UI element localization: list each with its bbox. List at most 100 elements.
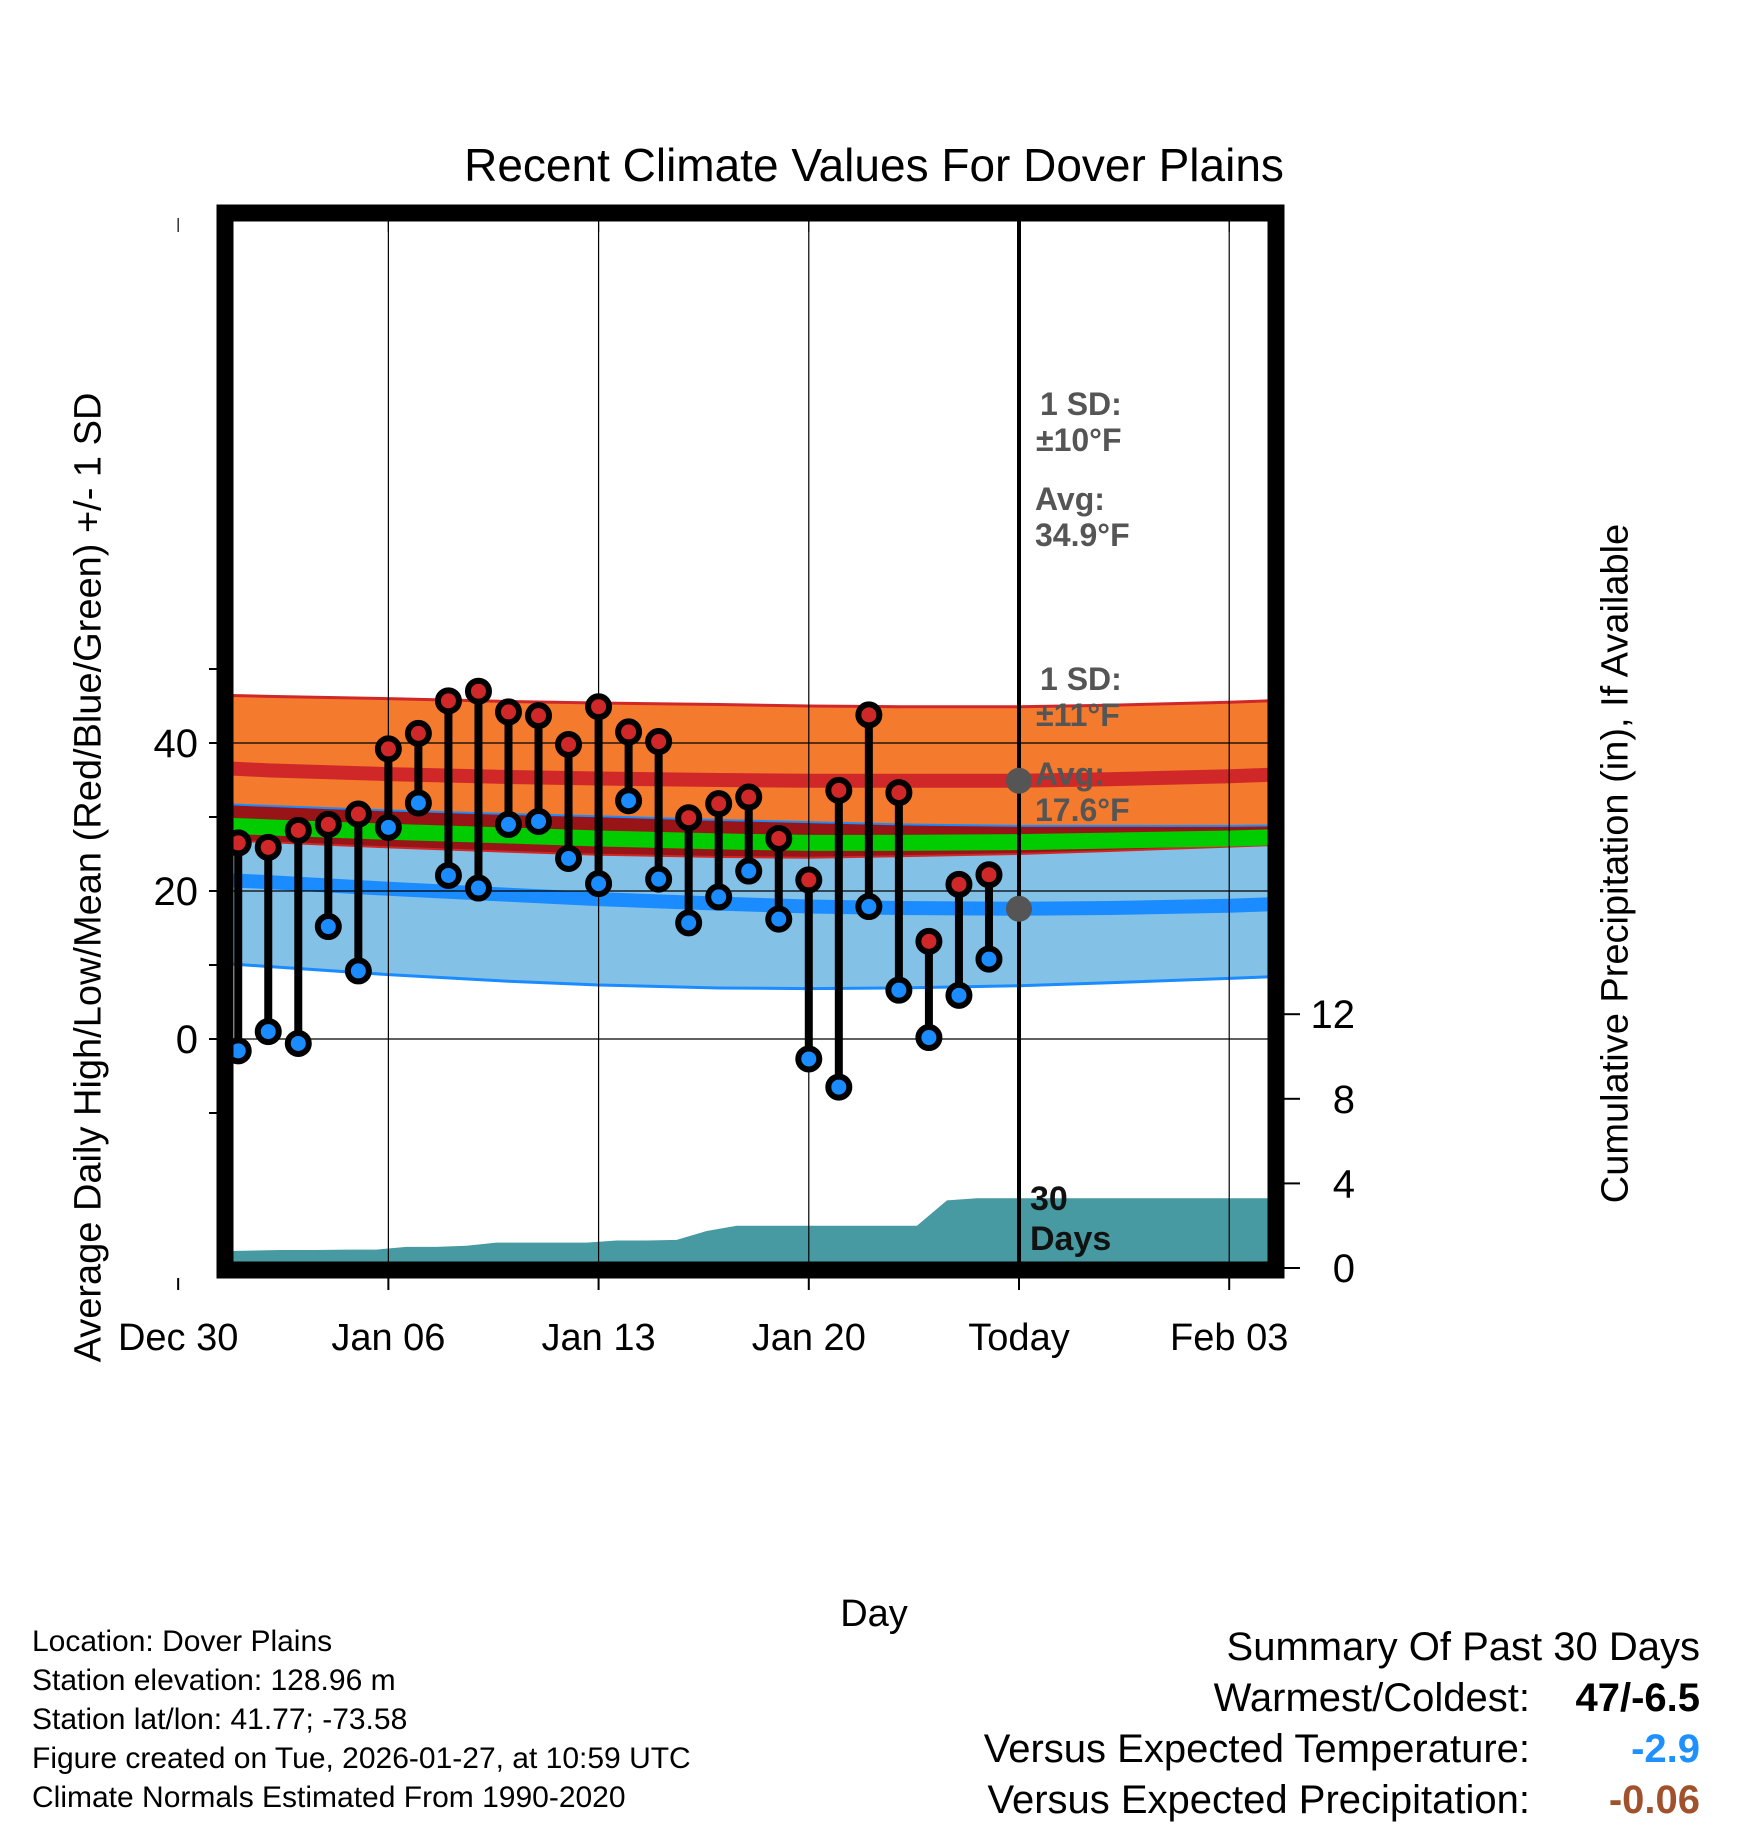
warmest-coldest-value: 47/-6.5: [1575, 1676, 1700, 1720]
high-avg-marker: [1006, 767, 1032, 794]
y-axis-label-left: Average Daily High/Low/Mean (Red/Blue/Gr…: [67, 392, 110, 1363]
daily-low-point: [344, 957, 372, 985]
daily-high-point: [975, 861, 1003, 889]
y-tick-label: 40: [154, 722, 199, 766]
period-number: 30: [1030, 1180, 1068, 1218]
y2-tick-label: 8: [1333, 1078, 1355, 1122]
high-avg-label: Avg:: [1035, 481, 1105, 517]
period-label: Days: [1030, 1220, 1111, 1258]
daily-high-point: [915, 927, 943, 955]
y-axis-label-right: Cumulative Precipitation (in), If Availa…: [1594, 523, 1637, 1204]
daily-low-point: [314, 913, 342, 941]
daily-low-point: [284, 1029, 312, 1057]
daily-high-point: [314, 810, 342, 838]
normals-text: Climate Normals Estimated From 1990-2020: [32, 1781, 626, 1814]
daily-high-point: [284, 816, 312, 844]
daily-high-point: [825, 776, 853, 804]
warmest-coldest-label: Warmest/Coldest:: [1213, 1676, 1530, 1720]
daily-low-point: [254, 1018, 282, 1046]
y2-tick-label: 4: [1333, 1162, 1355, 1206]
precip-area: [225, 1198, 1276, 1268]
daily-low-point: [138, 826, 159, 847]
daily-low-point: [765, 905, 793, 933]
created-text: Figure created on Tue, 2026-01-27, at 10…: [32, 1742, 691, 1775]
daily-low-point: [675, 909, 703, 937]
daily-low-point: [615, 787, 643, 815]
temp-departure-row: Versus Expected Temperature: -2.9: [800, 1724, 1700, 1775]
precip-departure-row: Versus Expected Precipitation: -0.06: [800, 1775, 1700, 1826]
low-avg-label: Avg:: [1035, 756, 1105, 792]
high-upper-sd-line: [225, 693, 1276, 709]
x-tick-label: Jan 06: [331, 1317, 445, 1359]
daily-high-point: [404, 719, 432, 747]
low-avg-marker: [1006, 895, 1032, 922]
latlon-text: Station lat/lon: 41.77; -73.58: [32, 1703, 408, 1736]
daily-high-point: [645, 728, 673, 756]
daily-low-point: [645, 865, 673, 893]
daily-high-point: [434, 687, 462, 715]
daily-high-point: [945, 870, 973, 898]
summary-panel: Summary Of Past 30 Days Warmest/Coldest:…: [800, 1622, 1700, 1826]
daily-high-point: [344, 800, 372, 828]
daily-high-point: [198, 824, 219, 845]
daily-high-point: [374, 735, 402, 763]
daily-low-point: [975, 945, 1003, 973]
x-tick-label: Jan 20: [752, 1317, 866, 1359]
precip-departure-label: Versus Expected Precipitation:: [987, 1778, 1530, 1822]
daily-high-point: [254, 833, 282, 861]
low-sd-band: [225, 840, 1276, 989]
daily-high-point: [108, 805, 129, 826]
daily-low-point: [855, 893, 883, 921]
location-text: Location: Dover Plains: [32, 1625, 333, 1658]
daily-high-point: [765, 824, 793, 852]
daily-low-point: [735, 857, 763, 885]
daily-low-point: [374, 813, 402, 841]
daily-high-point: [885, 779, 913, 807]
high-sd-value: ±10°F: [1036, 422, 1122, 458]
y2-tick-label: 12: [1311, 993, 1356, 1037]
high-normal-line: [225, 761, 1276, 788]
precip-departure-value: -0.06: [1608, 1778, 1700, 1822]
daily-low-point: [434, 861, 462, 889]
elevation-text: Station elevation: 128.96 m: [32, 1664, 396, 1697]
y-tick-label: 20: [154, 870, 199, 914]
summary-heading: Summary Of Past 30 Days: [1226, 1625, 1700, 1669]
daily-low-point: [885, 976, 913, 1004]
daily-low-point: [404, 789, 432, 817]
x-tick-label: Dec 30: [118, 1317, 238, 1359]
daily-high-point: [494, 698, 522, 726]
daily-high-point: [464, 677, 492, 705]
y-tick-label: 0: [176, 1018, 198, 1062]
x-tick-label: Feb 03: [1170, 1317, 1288, 1359]
daily-low-point: [915, 1024, 943, 1052]
temp-departure-value: -2.9: [1631, 1727, 1700, 1771]
high-sd-label: 1 SD:: [1040, 386, 1122, 422]
high-avg-value: 34.9°F: [1035, 517, 1130, 553]
summary-heading-row: Summary Of Past 30 Days: [800, 1622, 1700, 1673]
daily-low-point: [464, 874, 492, 902]
daily-high-point: [675, 804, 703, 832]
daily-low-point: [108, 1020, 129, 1041]
daily-high-point: [735, 783, 763, 811]
temp-departure-label: Versus Expected Temperature:: [983, 1727, 1530, 1771]
daily-high-point: [555, 730, 583, 758]
daily-high-point: [168, 824, 189, 845]
low-sd-label: 1 SD:: [1040, 661, 1122, 697]
low-avg-value: 17.6°F: [1035, 792, 1130, 828]
warmest-coldest-row: Warmest/Coldest: 47/-6.5: [800, 1673, 1700, 1724]
daily-low-point: [945, 981, 973, 1009]
daily-low-point: [705, 883, 733, 911]
station-info: Location: Dover Plains Station elevation…: [32, 1622, 691, 1817]
daily-low-point: [555, 844, 583, 872]
daily-low-point: [494, 810, 522, 838]
daily-high-point: [705, 790, 733, 818]
x-tick-label: Jan 13: [542, 1317, 656, 1359]
daily-high-point: [615, 718, 643, 746]
y2-tick-label: 0: [1333, 1247, 1355, 1291]
daily-low-point: [585, 870, 613, 898]
daily-high-point: [525, 702, 553, 730]
chart-title: Recent Climate Values For Dover Plains: [464, 139, 1284, 191]
